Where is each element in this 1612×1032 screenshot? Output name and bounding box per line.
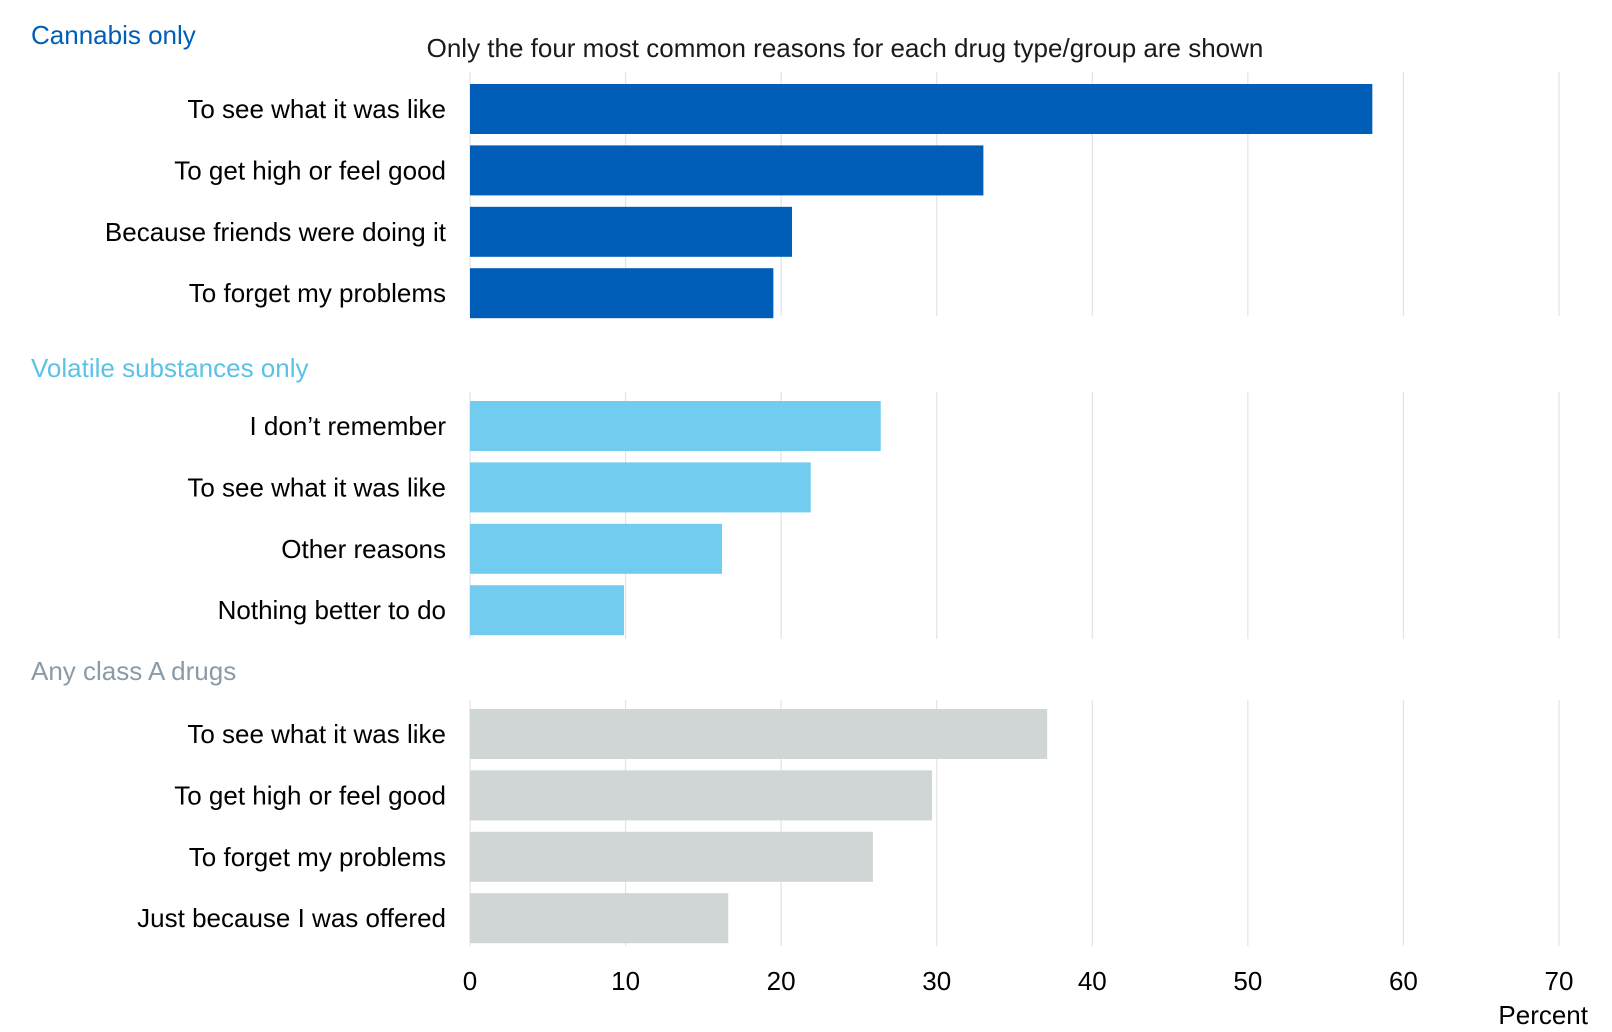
group-title: Any class A drugs	[31, 656, 236, 686]
x-tick-label: 70	[1545, 966, 1574, 996]
category-label: Because friends were doing it	[105, 217, 447, 247]
x-tick-label: 60	[1389, 966, 1418, 996]
x-tick-label: 20	[767, 966, 796, 996]
x-tick-label: 10	[611, 966, 640, 996]
bar	[470, 206, 793, 257]
group-titles: Cannabis only Volatile substances only Any…	[31, 20, 309, 686]
bar	[470, 893, 729, 944]
category-label: Nothing better to do	[218, 595, 446, 625]
x-tick-label: 30	[922, 966, 951, 996]
category-label: Other reasons	[281, 534, 446, 564]
category-label: I don’t remember	[249, 411, 446, 441]
category-labels: To see what it was like To get high or fe…	[105, 94, 447, 933]
bar	[470, 145, 984, 196]
category-label: Just because I was offered	[137, 903, 446, 933]
group-title: Cannabis only	[31, 20, 196, 50]
category-label: To get high or feel good	[174, 780, 446, 810]
x-tick-label: 40	[1078, 966, 1107, 996]
bar	[470, 770, 933, 821]
bar	[470, 585, 625, 636]
category-label: To see what it was like	[187, 94, 446, 124]
bars	[470, 84, 1373, 944]
category-label: To see what it was like	[187, 719, 446, 749]
x-axis: 0 10 20 30 40 50 60 70	[463, 966, 1574, 996]
category-label: To get high or feel good	[174, 155, 446, 185]
bar	[470, 709, 1048, 759]
bar	[470, 401, 881, 451]
x-tick-label: 0	[463, 966, 477, 996]
x-tick-label: 50	[1233, 966, 1262, 996]
x-axis-unit-label: Percent	[1498, 1000, 1588, 1030]
bar	[470, 84, 1373, 134]
category-label: To see what it was like	[187, 472, 446, 502]
bar	[470, 831, 873, 882]
category-label: To forget my problems	[189, 842, 446, 872]
bar	[470, 462, 811, 513]
chart-note: Only the four most common reasons for ea…	[427, 33, 1264, 63]
category-label: To forget my problems	[189, 278, 446, 308]
group-title: Volatile substances only	[31, 353, 309, 383]
bar	[470, 523, 723, 574]
bar	[470, 268, 774, 319]
